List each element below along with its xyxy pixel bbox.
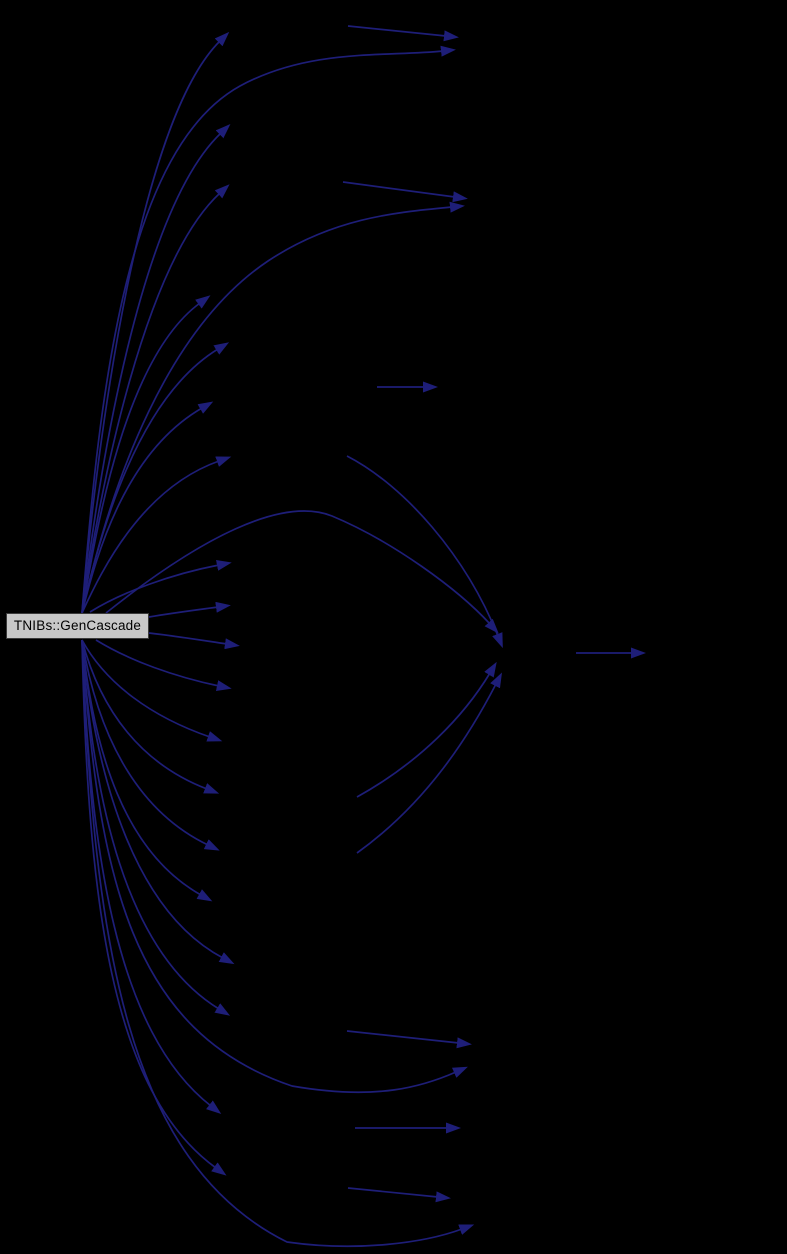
edge-root-to-hidden-7 <box>81 456 232 614</box>
edge-root-to-hidden-18 <box>81 639 222 1114</box>
edge-root-arc-to-hub <box>105 510 499 634</box>
edge-root-long-bottom-right-2 <box>81 639 475 1248</box>
graph-node-label: TNIBs::GenCascade <box>13 618 142 634</box>
graph-node-tnibs-gencascade[interactable]: TNIBs::GenCascade <box>6 613 149 639</box>
edge-hidden7-to-hub <box>346 455 503 649</box>
edge-root-to-hidden-10 <box>148 632 240 650</box>
edge-root-to-hidden-11 <box>95 639 232 691</box>
edge-root-to-hidden-9 <box>148 601 231 618</box>
edge-root-to-hidden-13 <box>81 639 220 794</box>
edge-root-to-hidden-19 <box>81 639 227 1176</box>
edge-root-to-hidden-4 <box>81 295 211 614</box>
edge-root-to-hidden-14 <box>81 639 220 851</box>
edge-root-to-hidden-12 <box>81 639 223 742</box>
edge-hidden3-to-right-2 <box>342 181 468 203</box>
edge-hidden1-to-right-1 <box>347 25 459 42</box>
edge-root-long-bottom-right-1 <box>81 639 468 1094</box>
edge-root-to-hidden-1 <box>81 31 230 614</box>
edge-root-to-hidden-8 <box>89 559 232 613</box>
edge-root-long-top-right-2 <box>81 201 465 614</box>
edge-root-long-top-right-1 <box>81 45 456 614</box>
edge-hidden13-to-hub <box>356 661 497 798</box>
edge-root-to-hidden-16 <box>81 639 235 965</box>
edge-hidden19-to-right-6 <box>347 1187 451 1203</box>
edge-hidden17-to-right-4 <box>346 1030 472 1049</box>
edge-root-to-hidden-3 <box>81 184 230 614</box>
edge-hidden14-to-hub <box>356 672 502 854</box>
edge-root-to-hidden-2 <box>81 124 231 614</box>
